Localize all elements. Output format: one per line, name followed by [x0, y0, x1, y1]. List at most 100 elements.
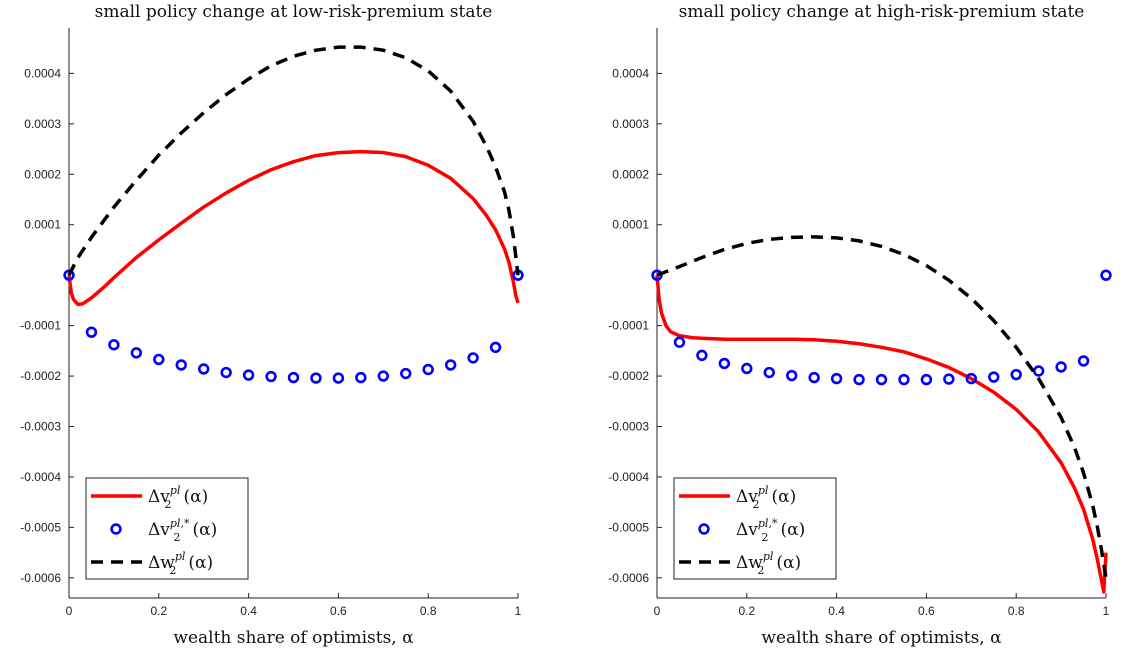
chart-title: small policy change at high-risk-premium…	[679, 2, 1085, 22]
y-tick-label: -0.0006	[608, 571, 649, 585]
x-tick-label: 0	[654, 604, 661, 618]
series-marker-point	[808, 371, 820, 384]
series-marker-point	[130, 347, 143, 359]
legend-base: Δv	[148, 487, 170, 507]
series-marker-point	[85, 326, 98, 338]
series-marker-point	[853, 373, 865, 386]
series-marker-point	[467, 352, 479, 364]
series-marker-point	[63, 269, 75, 281]
y-tick-label: 0.0003	[612, 117, 649, 131]
x-tick-label: 0.8	[1008, 604, 1025, 618]
legend-base: Δw	[148, 553, 175, 573]
series-marker-point	[875, 373, 888, 386]
series-marker-point	[444, 359, 457, 371]
y-tick-label: -0.0003	[20, 419, 61, 433]
series-marker-point	[943, 373, 955, 385]
legend-base: Δv	[736, 520, 758, 540]
x-axis-label: wealth share of optimists, α	[173, 628, 414, 648]
legend-sub: 2	[757, 564, 764, 577]
y-tick-label: -0.0002	[608, 369, 649, 383]
legend-sup: pl	[763, 550, 774, 563]
legend-arg: (α)	[192, 520, 217, 540]
series-marker-point	[741, 362, 753, 375]
x-tick-label: 0.4	[240, 604, 257, 618]
series-marker-point	[153, 353, 165, 366]
legend-entry-label: Δvpl 2 (α)	[148, 484, 208, 511]
series-marker-point	[1100, 269, 1112, 281]
y-tick-label: -0.0003	[608, 419, 649, 433]
series-marker-point	[1032, 365, 1045, 377]
series-marker-point	[377, 370, 389, 382]
y-tick-label: -0.0004	[20, 470, 61, 484]
legend-sub: 2	[173, 531, 180, 544]
legend-base: Δw	[736, 553, 763, 573]
legend-arg: (α)	[780, 520, 805, 540]
legend-sub: 2	[164, 498, 171, 511]
legend-entry-label: Δvpl,* 2 (α)	[148, 517, 217, 544]
series-marker-point	[830, 372, 843, 385]
x-tick-label: 0.2	[150, 604, 167, 618]
series-line-dashed	[67, 45, 520, 276]
series-marker-point	[242, 369, 255, 381]
legend-sub: 2	[761, 531, 768, 544]
legend-arg: (α)	[771, 487, 796, 507]
y-tick-label: 0.0002	[612, 167, 649, 181]
legend-sup: pl	[758, 484, 769, 497]
series-marker-point	[220, 366, 232, 379]
y-tick-label: 0.0001	[612, 218, 649, 232]
series-marker-point	[400, 367, 412, 380]
y-tick-label: -0.0005	[608, 520, 649, 534]
legend-entry-label: Δvpl,* 2 (α)	[736, 517, 805, 544]
x-tick-label: 0.6	[330, 604, 347, 618]
series-marker-point	[422, 363, 434, 376]
panel-high-risk-premium: small policy change at high-risk-premium…	[608, 2, 1112, 648]
series-marker-point	[108, 339, 120, 351]
chart-title: small policy change at low-risk-premium …	[95, 2, 493, 22]
series-marker-point	[287, 371, 300, 384]
y-tick-label: -0.0005	[20, 520, 61, 534]
y-tick-label: 0.0004	[612, 66, 649, 80]
series-marker-point	[310, 372, 322, 384]
legend-sup: pl,*	[758, 517, 778, 530]
y-tick-label: -0.0001	[20, 319, 61, 333]
y-tick-label: 0.0004	[24, 66, 61, 80]
series-marker-point	[1077, 355, 1090, 367]
legend-sub: 2	[169, 564, 176, 577]
legend-entry-label: Δwpl 2 (α)	[736, 550, 801, 577]
series-marker-point	[898, 373, 910, 386]
legend-sup: pl	[170, 484, 181, 497]
legend-sup: pl,*	[170, 517, 190, 530]
series-marker-point	[988, 371, 1000, 383]
series-marker-point	[265, 370, 277, 383]
y-tick-label: 0.0003	[24, 117, 61, 131]
series-marker-point	[920, 373, 933, 386]
series-marker-point	[965, 372, 977, 385]
y-tick-label: -0.0001	[608, 319, 649, 333]
legend-entry-label: Δvpl 2 (α)	[736, 484, 796, 511]
series-marker-point	[1055, 361, 1067, 373]
series-marker-point	[489, 341, 502, 354]
x-tick-label: 1	[515, 604, 522, 618]
legend-sup: pl	[175, 550, 186, 563]
legend-arg: (α)	[188, 553, 213, 573]
series-marker-point	[1010, 368, 1022, 381]
series-marker-point	[175, 359, 187, 371]
legend-base: Δv	[736, 487, 758, 507]
y-tick-label: 0.0001	[24, 218, 61, 232]
y-tick-label: -0.0004	[608, 470, 649, 484]
x-tick-label: 0	[66, 604, 73, 618]
y-tick-label: -0.0006	[20, 571, 61, 585]
x-tick-label: 0.2	[738, 604, 755, 618]
series-marker-point	[673, 336, 686, 348]
legend-sub: 2	[752, 498, 759, 511]
x-axis-label: wealth share of optimists, α	[761, 628, 1002, 648]
series-line-dashed	[656, 235, 1108, 579]
y-tick-label: -0.0002	[20, 369, 61, 383]
panel-low-risk-premium: small policy change at low-risk-premium …	[20, 2, 524, 648]
legend-arg: (α)	[183, 487, 208, 507]
x-tick-label: 1	[1103, 604, 1110, 618]
legend-arg: (α)	[776, 553, 801, 573]
legend-marker	[110, 523, 122, 535]
series-marker-point	[785, 369, 798, 382]
